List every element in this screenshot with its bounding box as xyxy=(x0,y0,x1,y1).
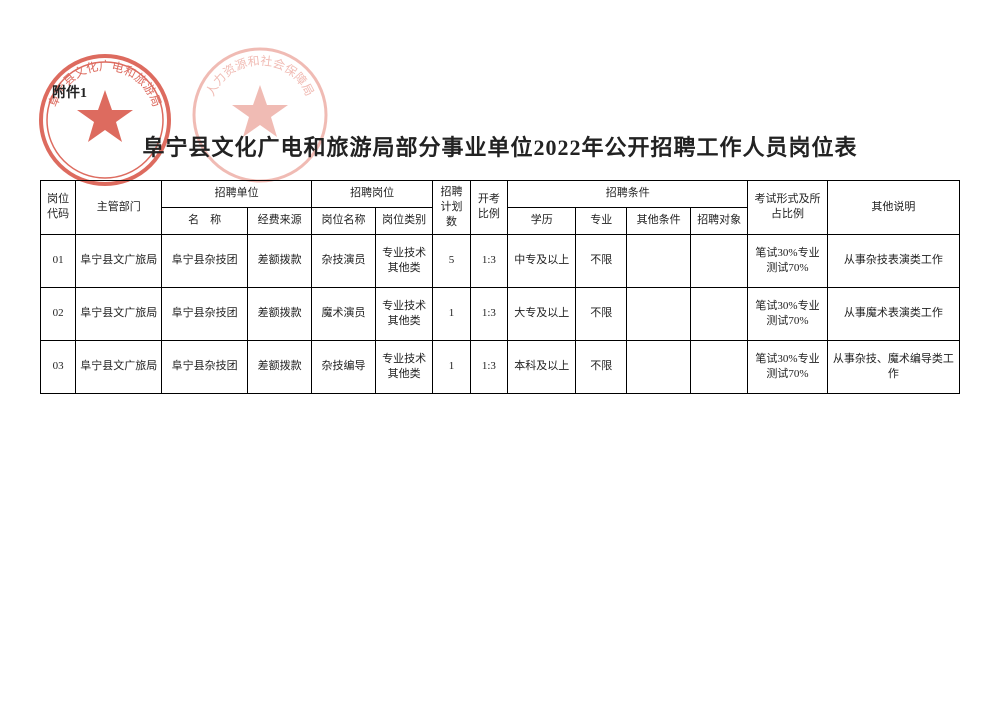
cell-note: 从事杂技表演类工作 xyxy=(827,234,959,287)
table-row: 03 阜宁县文广旅局 阜宁县杂技团 差额拨款 杂技编导 专业技术其他类 1 1:… xyxy=(41,340,960,393)
cell-unit-name: 阜宁县杂技团 xyxy=(162,287,248,340)
cell-target xyxy=(691,287,748,340)
cell-exam: 笔试30%专业测试70% xyxy=(748,287,827,340)
attachment-label: 附件1 xyxy=(52,82,87,102)
th-unit-fund: 经费来源 xyxy=(248,207,312,234)
page-title: 阜宁县文化广电和旅游局部分事业单位2022年公开招聘工作人员岗位表 xyxy=(40,130,960,162)
th-post-type: 岗位类别 xyxy=(375,207,432,234)
cell-unit-fund: 差额拨款 xyxy=(248,287,312,340)
svg-text:人力资源和社会保障局: 人力资源和社会保障局 xyxy=(203,53,316,99)
cell-post-name: 杂技演员 xyxy=(312,234,376,287)
cell-other xyxy=(627,234,691,287)
cell-target xyxy=(691,340,748,393)
th-unit-group: 招聘单位 xyxy=(162,181,312,208)
page: 阜宁县文化广电和旅游局 人力资源和社会保障局 附件1 阜宁县文化广电和旅游局部分… xyxy=(0,0,1000,704)
cell-code: 02 xyxy=(41,287,76,340)
th-ratio: 开考比例 xyxy=(470,181,507,235)
cell-post-name: 魔术演员 xyxy=(312,287,376,340)
cell-other xyxy=(627,287,691,340)
cell-post-name: 杂技编导 xyxy=(312,340,376,393)
th-cond-target: 招聘对象 xyxy=(691,207,748,234)
cell-exam: 笔试30%专业测试70% xyxy=(748,234,827,287)
table-header: 岗位代码 主管部门 招聘单位 招聘岗位 招聘计划数 开考比例 招聘条件 考试形式… xyxy=(41,181,960,235)
th-cond-group: 招聘条件 xyxy=(508,181,748,208)
cell-dept: 阜宁县文广旅局 xyxy=(76,287,162,340)
cell-plan: 1 xyxy=(433,287,470,340)
cell-edu: 大专及以上 xyxy=(508,287,576,340)
th-cond-edu: 学历 xyxy=(508,207,576,234)
cell-ratio: 1:3 xyxy=(470,287,507,340)
cell-other xyxy=(627,340,691,393)
th-post-group: 招聘岗位 xyxy=(312,181,433,208)
cell-major: 不限 xyxy=(576,287,627,340)
th-note: 其他说明 xyxy=(827,181,959,235)
cell-unit-fund: 差额拨款 xyxy=(248,340,312,393)
cell-edu: 中专及以上 xyxy=(508,234,576,287)
th-dept: 主管部门 xyxy=(76,181,162,235)
cell-unit-fund: 差额拨款 xyxy=(248,234,312,287)
th-plan: 招聘计划数 xyxy=(433,181,470,235)
th-cond-major: 专业 xyxy=(576,207,627,234)
cell-target xyxy=(691,234,748,287)
cell-code: 03 xyxy=(41,340,76,393)
recruitment-table: 岗位代码 主管部门 招聘单位 招聘岗位 招聘计划数 开考比例 招聘条件 考试形式… xyxy=(40,180,960,394)
th-exam: 考试形式及所占比例 xyxy=(748,181,827,235)
cell-edu: 本科及以上 xyxy=(508,340,576,393)
cell-code: 01 xyxy=(41,234,76,287)
cell-plan: 1 xyxy=(433,340,470,393)
stamp-left: 阜宁县文化广电和旅游局 xyxy=(37,52,173,188)
th-cond-other: 其他条件 xyxy=(627,207,691,234)
cell-unit-name: 阜宁县杂技团 xyxy=(162,234,248,287)
th-unit-name: 名 称 xyxy=(162,207,248,234)
cell-post-type: 专业技术其他类 xyxy=(375,287,432,340)
th-code: 岗位代码 xyxy=(41,181,76,235)
cell-ratio: 1:3 xyxy=(470,234,507,287)
cell-plan: 5 xyxy=(433,234,470,287)
cell-post-type: 专业技术其他类 xyxy=(375,340,432,393)
cell-major: 不限 xyxy=(576,340,627,393)
table-body: 01 阜宁县文广旅局 阜宁县杂技团 差额拨款 杂技演员 专业技术其他类 5 1:… xyxy=(41,234,960,393)
cell-unit-name: 阜宁县杂技团 xyxy=(162,340,248,393)
cell-note: 从事杂技、魔术编导类工作 xyxy=(827,340,959,393)
cell-exam: 笔试30%专业测试70% xyxy=(748,340,827,393)
cell-post-type: 专业技术其他类 xyxy=(375,234,432,287)
table-row: 02 阜宁县文广旅局 阜宁县杂技团 差额拨款 魔术演员 专业技术其他类 1 1:… xyxy=(41,287,960,340)
stamp-right: 人力资源和社会保障局 xyxy=(190,45,330,185)
cell-note: 从事魔术表演类工作 xyxy=(827,287,959,340)
cell-major: 不限 xyxy=(576,234,627,287)
cell-ratio: 1:3 xyxy=(470,340,507,393)
cell-dept: 阜宁县文广旅局 xyxy=(76,234,162,287)
cell-dept: 阜宁县文广旅局 xyxy=(76,340,162,393)
table-row: 01 阜宁县文广旅局 阜宁县杂技团 差额拨款 杂技演员 专业技术其他类 5 1:… xyxy=(41,234,960,287)
th-post-name: 岗位名称 xyxy=(312,207,376,234)
